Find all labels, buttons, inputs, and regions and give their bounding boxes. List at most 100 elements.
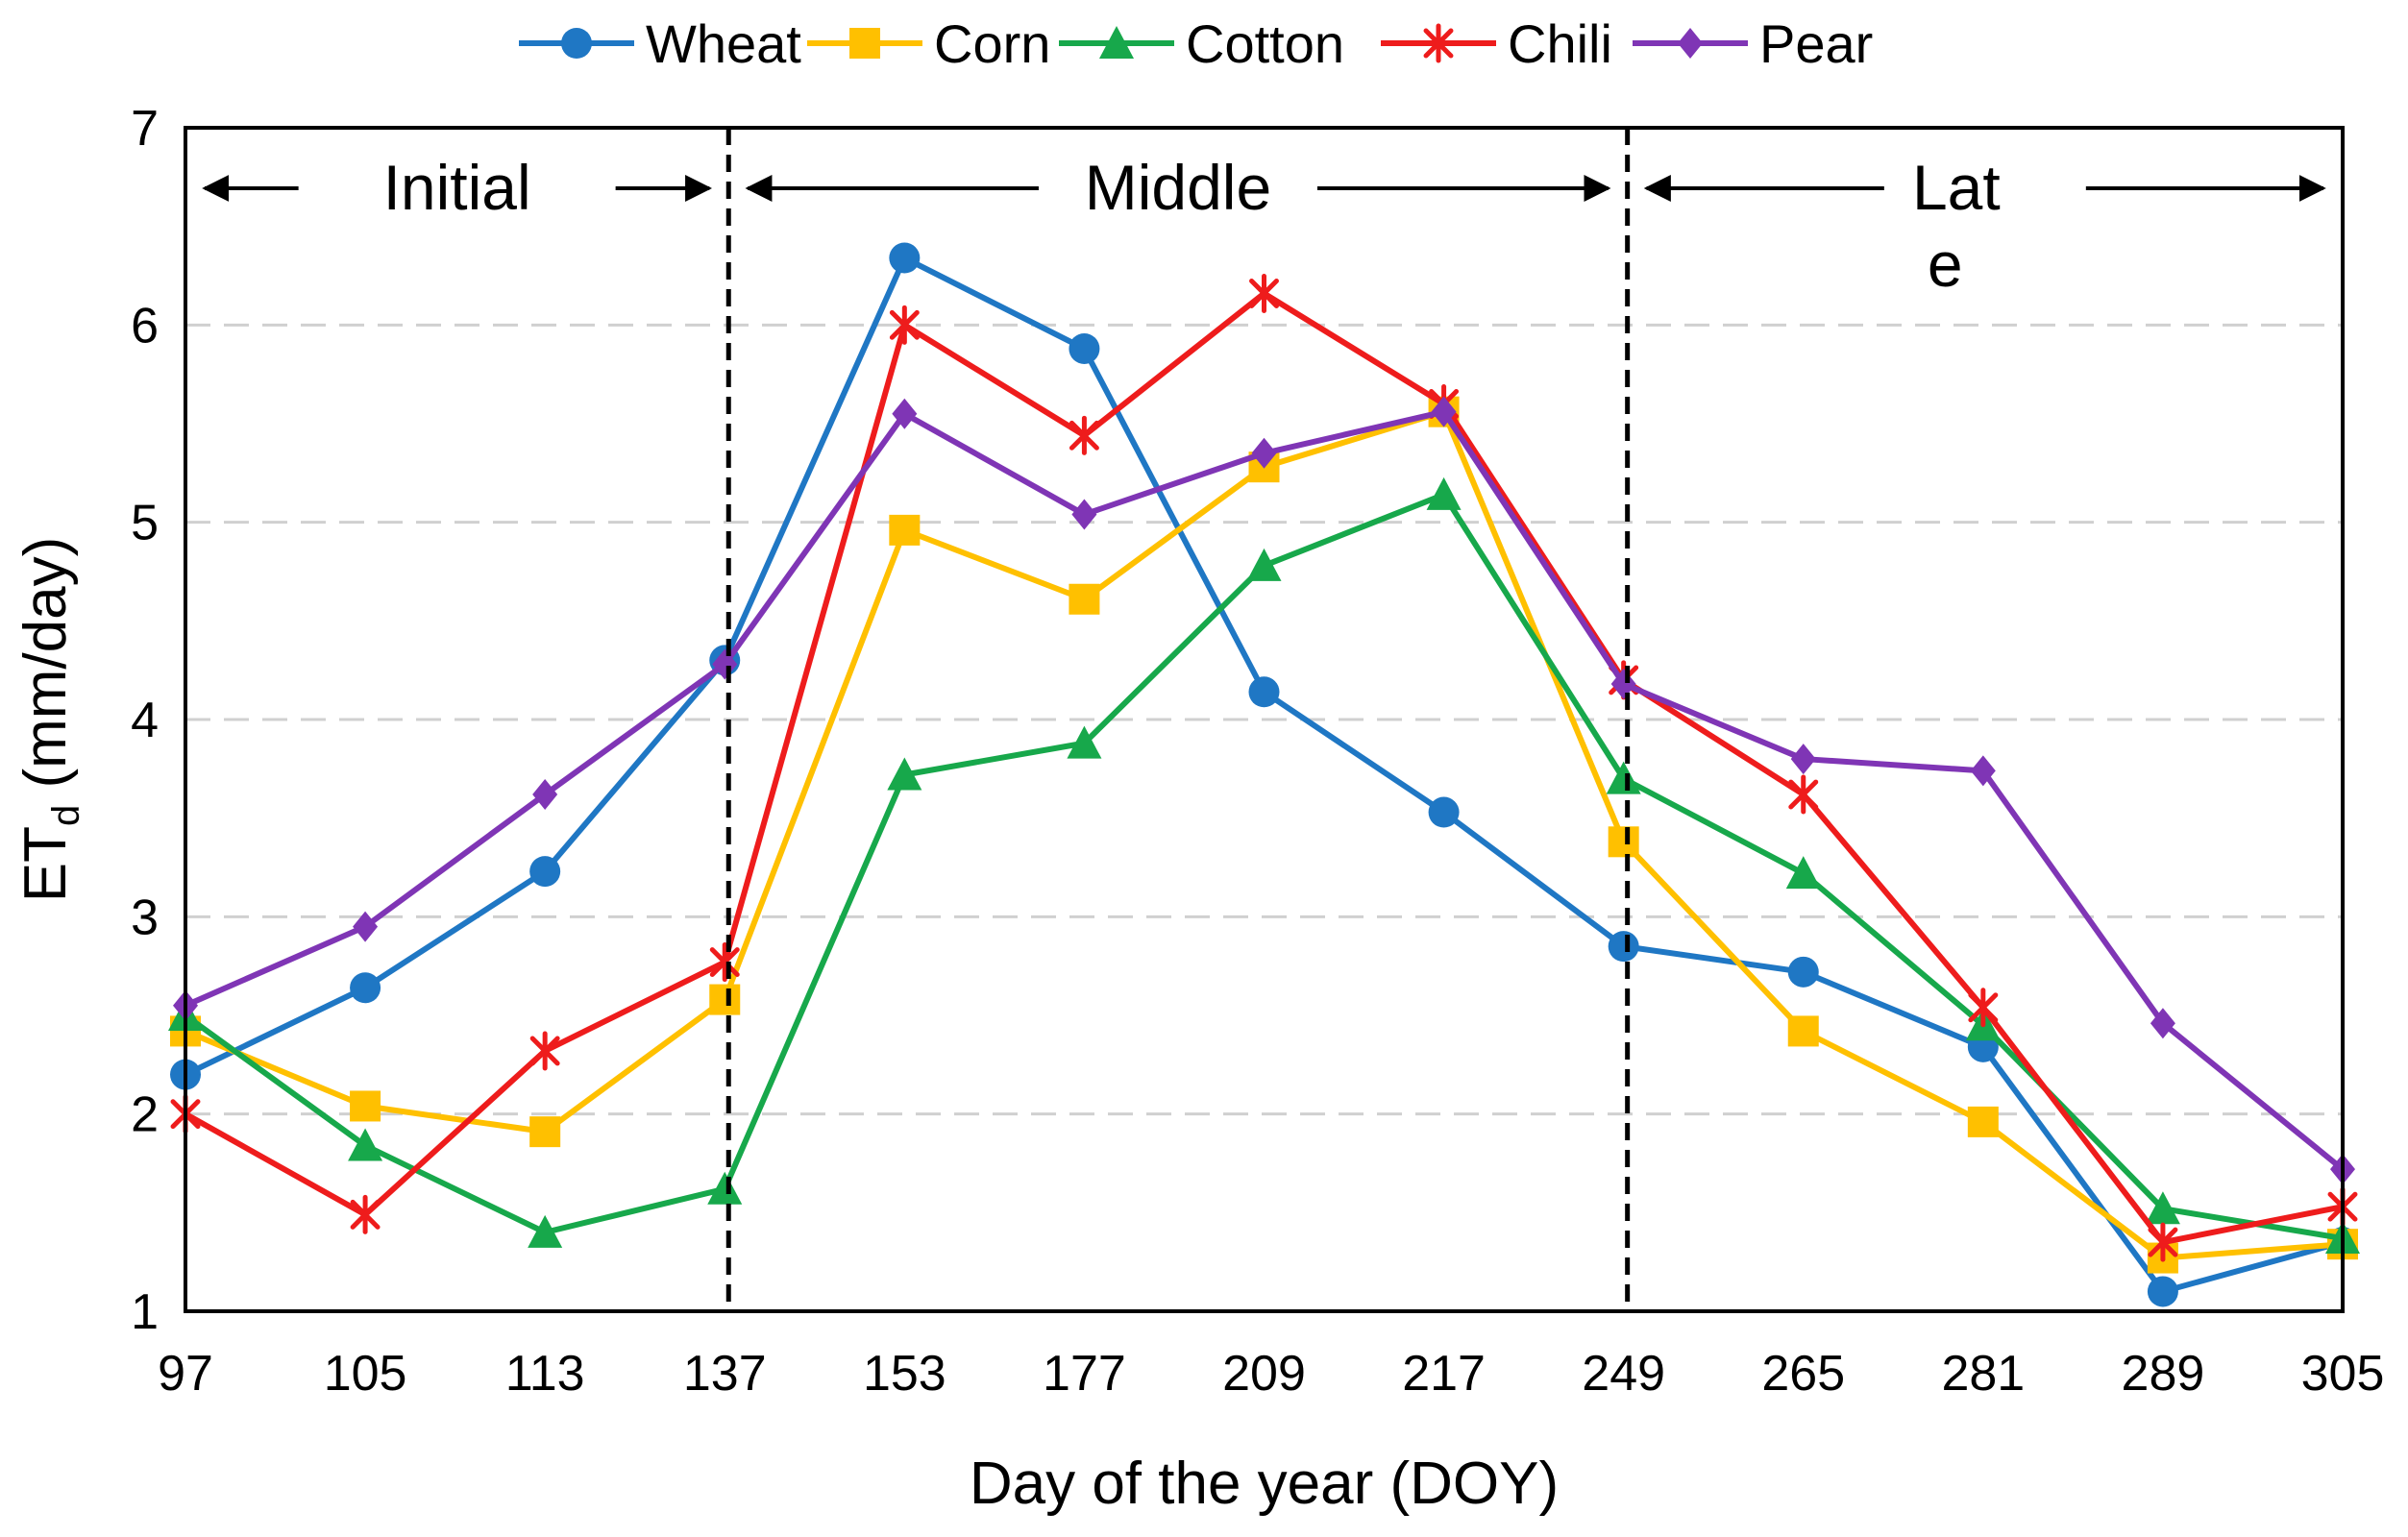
point-chili-137-stroke-d2 (709, 947, 740, 978)
point-wheat-249 (1608, 931, 1639, 963)
point-cotton-249 (1606, 761, 1641, 794)
legend-marker-chili (1423, 23, 1454, 63)
point-chili-209 (1249, 273, 1279, 313)
legend-entry-cotton: Cotton (1059, 13, 1344, 74)
point-pear-177 (1071, 499, 1097, 530)
point-chili-289-stroke-d2 (2148, 1227, 2178, 1257)
x-tick-289: 289 (2122, 1346, 2205, 1402)
legend-label-chili: Chili (1508, 13, 1612, 74)
y-tick-6: 6 (131, 298, 159, 354)
y-tick-5: 5 (131, 496, 159, 551)
y-tick-2: 2 (131, 1087, 159, 1143)
point-chili-209-stroke-d2 (1249, 279, 1279, 308)
point-wheat-217 (1428, 796, 1460, 828)
point-pear-113 (532, 779, 558, 811)
legend-marker-chili-stroke-d2 (1423, 28, 1454, 59)
x-tick-217: 217 (1402, 1346, 1486, 1402)
x-tick-249: 249 (1582, 1346, 1665, 1402)
point-corn-153 (889, 514, 921, 546)
point-wheat-153 (889, 242, 921, 274)
point-corn-137 (709, 984, 741, 1015)
point-chili-153-stroke-d2 (889, 309, 920, 340)
point-wheat-289 (2147, 1276, 2178, 1307)
point-pear-265 (1790, 744, 1816, 775)
y-axis-title-units: (mm/day) (12, 537, 79, 805)
phase-label-line-2: e (1928, 229, 1963, 300)
x-tick-265: 265 (1761, 1346, 1845, 1402)
x-tick-97: 97 (158, 1346, 213, 1402)
point-corn-249 (1608, 826, 1639, 858)
point-chili-265-stroke-d2 (1788, 779, 1819, 810)
point-corn-105 (350, 1090, 381, 1122)
series-wheat (170, 242, 2358, 1307)
point-chili-281-stroke-d2 (1968, 992, 1999, 1023)
legend-label-wheat: Wheat (646, 13, 801, 74)
y-axis-title: ETd (mm/day) (12, 537, 87, 902)
point-cotton-217 (1426, 476, 1462, 510)
x-tick-209: 209 (1222, 1346, 1306, 1402)
point-wheat-105 (350, 972, 381, 1004)
point-wheat-113 (529, 856, 561, 888)
point-chili-153 (889, 305, 920, 345)
legend-entry-pear: Pear (1633, 13, 1873, 74)
phase-label-initial: Initial (383, 152, 531, 223)
point-cotton-137 (707, 1171, 743, 1205)
point-cotton-113 (528, 1214, 563, 1248)
point-chili-137 (709, 942, 740, 983)
series-line-corn (184, 408, 2344, 1261)
point-chili-265 (1788, 774, 1819, 815)
x-tick-137: 137 (683, 1346, 767, 1402)
point-chili-281 (1968, 988, 1999, 1028)
point-pear-281 (1970, 755, 1996, 787)
point-pear-289 (2150, 1008, 2175, 1039)
point-pear-209 (1251, 437, 1277, 469)
y-tick-labels: 1 2 3 4 5 6 7 (131, 101, 159, 1340)
x-tick-177: 177 (1043, 1346, 1126, 1402)
x-tick-labels: 97 105 113 137 153 177 209 217 249 265 281 289 305 (158, 1346, 2384, 1402)
plot-frame (184, 126, 2345, 1313)
legend-label-cotton: Cotton (1186, 13, 1344, 74)
legend-label-corn: Corn (934, 13, 1050, 74)
y-tick-7: 7 (131, 101, 159, 157)
series-cotton (168, 476, 2360, 1255)
grid-lines (185, 323, 2343, 1116)
point-cotton-105 (348, 1128, 383, 1161)
legend-marker-pear (1678, 28, 1703, 59)
point-corn-265 (1787, 1015, 1819, 1047)
point-pear-105 (353, 911, 379, 942)
point-wheat-177 (1069, 332, 1100, 364)
point-cotton-289 (2145, 1191, 2180, 1225)
point-corn-113 (529, 1116, 561, 1148)
point-chili-113-stroke-d2 (529, 1036, 560, 1066)
phase-label-line-1: Lat (1912, 152, 2001, 223)
y-tick-4: 4 (131, 693, 159, 748)
point-chili-177-stroke-d2 (1069, 420, 1099, 451)
phase-label-middle: Middle (1085, 152, 1271, 223)
x-tick-113: 113 (505, 1346, 585, 1402)
point-cotton-153 (887, 757, 922, 791)
phase-annotations: Initial Middle Lat e (202, 152, 2326, 300)
point-corn-177 (1069, 583, 1100, 615)
legend: Wheat Corn Cotton Chili Pear (519, 13, 1873, 74)
phase-label-line-1: Initial (383, 152, 531, 223)
phase-label-late: Lat e (1912, 152, 2001, 300)
point-pear-217 (1431, 396, 1457, 427)
legend-entry-chili: Chili (1381, 13, 1612, 74)
phase-dividers (725, 128, 1631, 1311)
series-layer (168, 242, 2360, 1307)
y-tick-1: 1 (131, 1284, 159, 1340)
point-chili-289 (2148, 1222, 2178, 1262)
y-axis-title-subscript: d (45, 805, 87, 826)
point-wheat-209 (1248, 676, 1280, 708)
legend-label-pear: Pear (1759, 13, 1873, 74)
x-axis-title: Day of the year (DOY) (970, 1451, 1559, 1517)
point-chili-177 (1069, 415, 1099, 455)
point-cotton-177 (1067, 725, 1102, 759)
point-cotton-265 (1785, 856, 1821, 890)
point-pear-153 (892, 398, 918, 429)
legend-marker-wheat (561, 28, 592, 59)
legend-marker-cotton (1099, 26, 1134, 59)
legend-marker-corn (849, 28, 880, 59)
point-corn-281 (1967, 1106, 1999, 1137)
